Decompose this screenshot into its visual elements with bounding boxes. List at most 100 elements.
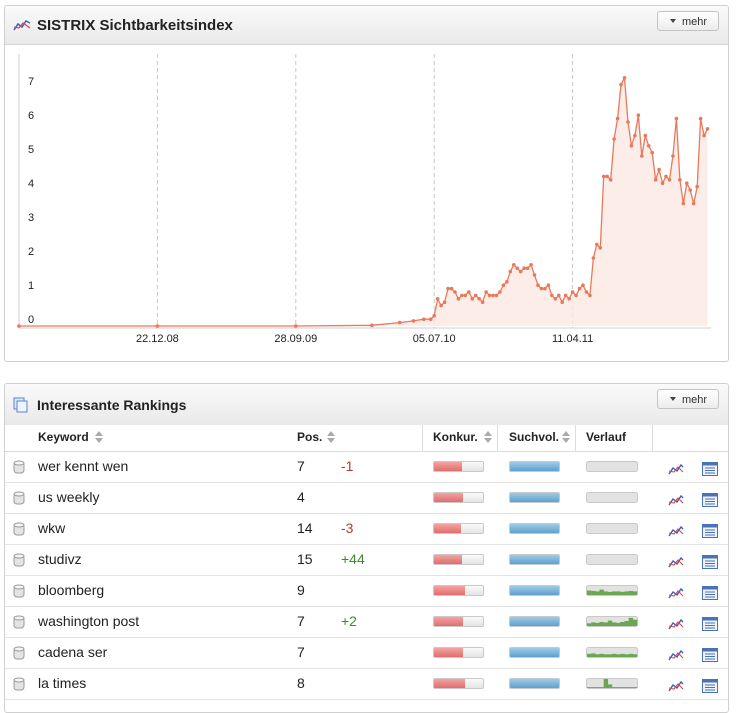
point (595, 242, 599, 247)
point (529, 263, 533, 267)
sparkline-bar (595, 687, 600, 688)
point (653, 178, 658, 182)
point (522, 266, 526, 271)
point (501, 283, 506, 288)
point (428, 317, 433, 322)
sparkline-bar (624, 654, 629, 657)
keyword-icon (13, 553, 25, 567)
table-link[interactable] (702, 617, 718, 631)
sparkline-bar (616, 654, 621, 657)
sparkline-bar (632, 619, 638, 626)
table-link[interactable] (702, 524, 718, 538)
point (477, 297, 481, 301)
chart-link[interactable] (668, 587, 684, 599)
point (553, 297, 558, 301)
line (19, 75, 709, 327)
point (411, 319, 416, 323)
position: 15 (297, 551, 313, 567)
x-tick-label: 05.07.10 (413, 333, 456, 345)
point (463, 293, 468, 298)
point (460, 293, 464, 298)
point (584, 290, 589, 294)
point (660, 181, 665, 185)
row-separator (5, 482, 728, 483)
point (505, 280, 509, 284)
point (588, 293, 592, 298)
more-button[interactable]: mehr (657, 11, 719, 31)
y-tick-label: 2 (28, 246, 34, 258)
chart-link[interactable] (668, 556, 684, 568)
point (650, 150, 654, 155)
column-separator (422, 425, 423, 451)
sparkline-bar (624, 591, 629, 595)
sort-arrow[interactable] (484, 431, 492, 443)
volume-bar-track (509, 585, 560, 596)
table-link[interactable] (702, 493, 718, 507)
x-tick-label: 22.12.08 (136, 333, 179, 345)
more-button[interactable]: mehr (657, 389, 719, 409)
table-link[interactable] (702, 648, 718, 662)
panel-header: SISTRIX Sichtbarkeitsindex mehr (5, 6, 728, 45)
keyword-icon (13, 646, 25, 660)
point (536, 283, 540, 288)
position-change: +2 (341, 613, 357, 629)
position-change: -3 (341, 520, 354, 536)
sparkline-bar (620, 591, 625, 595)
competition-bar (434, 679, 465, 688)
position: 7 (297, 644, 305, 660)
point (691, 201, 696, 206)
sparkline-track (586, 678, 638, 689)
point (518, 269, 523, 274)
sparkline-track (586, 492, 638, 503)
point (432, 314, 437, 318)
point (446, 286, 450, 291)
volume-bar (510, 679, 559, 688)
point (449, 286, 454, 291)
position: 8 (297, 675, 305, 691)
table-link[interactable] (702, 586, 718, 600)
chart-link[interactable] (668, 680, 684, 692)
point (678, 178, 682, 182)
volume-bar (510, 617, 559, 626)
row-separator (5, 513, 728, 514)
point (525, 266, 530, 271)
chart-link[interactable] (668, 494, 684, 506)
sparkline-bar (587, 653, 592, 657)
point (439, 303, 443, 308)
table-link[interactable] (702, 462, 718, 476)
point (577, 286, 582, 291)
sparkline-bar (624, 687, 629, 688)
sparkline-bar (595, 654, 600, 657)
chart-link[interactable] (668, 649, 684, 661)
history-sparkline (586, 616, 638, 627)
sparkline-bar (612, 653, 617, 657)
point (539, 286, 544, 291)
point (695, 184, 699, 189)
point (17, 324, 21, 328)
position-change: +44 (341, 551, 365, 567)
sparkline-bar (603, 591, 609, 595)
y-tick-label: 4 (28, 178, 34, 190)
sort-arrow[interactable] (95, 431, 103, 443)
sort-arrow[interactable] (327, 431, 335, 443)
row-separator (5, 544, 728, 545)
point (667, 178, 672, 182)
point (640, 154, 644, 158)
column-separator (652, 425, 653, 451)
sparkline-bar (607, 654, 613, 657)
area (19, 77, 708, 326)
chart-link[interactable] (668, 463, 684, 475)
sort-arrow[interactable] (562, 431, 570, 443)
table-link[interactable] (702, 679, 718, 693)
table-link[interactable] (702, 555, 718, 569)
chart-link[interactable] (668, 525, 684, 537)
row-separator (5, 668, 728, 669)
sparkline-bar (595, 591, 600, 595)
point (467, 290, 471, 294)
column-header: Verlauf (586, 430, 627, 444)
keyword-icon (13, 522, 25, 536)
point (494, 293, 499, 298)
sparkline-track (586, 461, 638, 472)
chart-link[interactable] (668, 618, 684, 630)
